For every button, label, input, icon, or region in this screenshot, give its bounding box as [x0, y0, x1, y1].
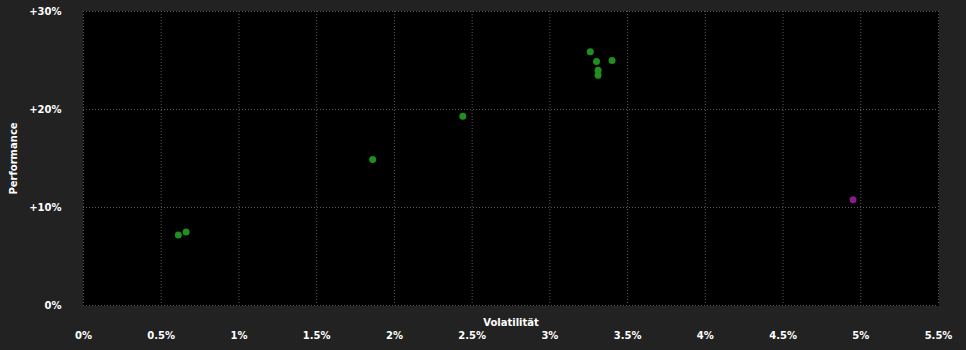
svg-text:+10%: +10%	[29, 202, 61, 213]
svg-text:+30%: +30%	[29, 6, 61, 17]
svg-text:0.5%: 0.5%	[147, 330, 175, 341]
svg-text:4%: 4%	[697, 330, 714, 341]
svg-text:0%: 0%	[45, 300, 62, 311]
svg-text:5%: 5%	[852, 330, 869, 341]
svg-text:5.5%: 5.5%	[925, 330, 953, 341]
svg-text:3.5%: 3.5%	[614, 330, 642, 341]
svg-text:Volatilität: Volatilität	[483, 317, 539, 328]
svg-text:3%: 3%	[541, 330, 558, 341]
svg-text:4.5%: 4.5%	[769, 330, 797, 341]
svg-text:2%: 2%	[386, 330, 403, 341]
svg-text:Performance: Performance	[8, 122, 19, 194]
svg-text:1.5%: 1.5%	[303, 330, 331, 341]
svg-text:+20%: +20%	[29, 104, 61, 115]
svg-text:0%: 0%	[75, 330, 92, 341]
svg-text:1%: 1%	[230, 330, 247, 341]
svg-text:2.5%: 2.5%	[458, 330, 486, 341]
